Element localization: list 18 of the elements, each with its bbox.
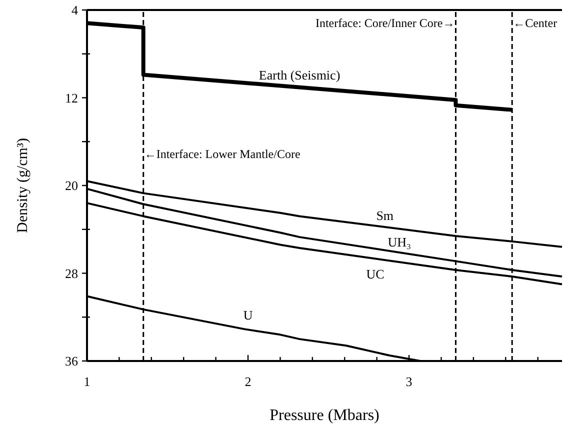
ref-line-label: ←Interface: Lower Mantle/Core xyxy=(144,147,300,162)
ref-line-label: Interface: Core/Inner Core→ xyxy=(315,16,455,30)
x-tick-label: 1 xyxy=(84,374,90,389)
x-tick-label: 3 xyxy=(406,374,412,389)
y-tick-label: 36 xyxy=(65,354,78,368)
y-tick-label: 28 xyxy=(65,266,78,281)
series-label: U xyxy=(243,308,254,323)
series-label: UH₃ xyxy=(388,234,412,250)
x-axis-title: Pressure (Mbars) xyxy=(270,407,380,424)
y-tick-label: 12 xyxy=(65,90,78,106)
series-label: Sm xyxy=(376,208,394,223)
y-axis-title: Density (g/cm³) xyxy=(15,138,31,233)
series-label: Earth (Seismic) xyxy=(258,67,340,82)
y-tick-label: 4 xyxy=(72,2,78,18)
ref-line-label: ←Center xyxy=(513,16,558,30)
x-tick-label: 2 xyxy=(244,374,252,389)
series-label: UC xyxy=(366,266,384,282)
y-tick-label: 20 xyxy=(65,178,78,193)
